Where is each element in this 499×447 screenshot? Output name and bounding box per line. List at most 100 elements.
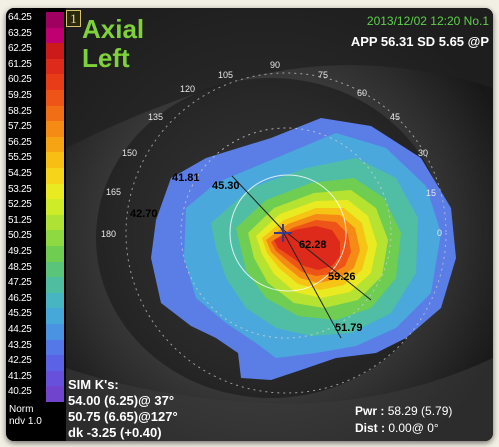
scale-row: 43.25 <box>6 339 66 356</box>
scale-value: 47.25 <box>8 277 32 289</box>
scale-swatch <box>46 386 64 402</box>
topography-panel: 64.25 63.25 62.25 61.25 60.25 59.25 58.25 57.25… <box>6 8 493 441</box>
norm-label: Norm <box>9 404 34 415</box>
scale-row: 46.25 <box>6 292 66 309</box>
scale-value: 50.25 <box>8 230 32 242</box>
scale-value: 43.25 <box>8 339 32 351</box>
map-number-badge[interactable]: 1 <box>66 10 81 27</box>
dist-value: 0.00@ 0° <box>388 421 439 435</box>
scale-row: 47.25 <box>6 277 66 293</box>
exam-datetime: 2013/12/02 12:20 No.1 <box>366 14 489 28</box>
scale-row: 50.25 <box>6 230 66 246</box>
scale-value: 46.25 <box>8 292 32 304</box>
scale-row: 64.25 <box>6 12 66 28</box>
scale-value: 61.25 <box>8 58 32 70</box>
scale-swatch <box>46 308 64 324</box>
scale-row: 49.25 <box>6 246 66 262</box>
scale-value: 52.25 <box>8 199 32 211</box>
scale-row: 62.25 <box>6 43 66 59</box>
axis-label-180: 180 <box>101 229 117 239</box>
scale-swatch <box>46 12 64 28</box>
scale-value: 51.25 <box>8 214 32 226</box>
scale-row: 55.25 <box>6 152 66 168</box>
zone-red <box>274 226 340 270</box>
scale-row: 56.25 <box>6 136 66 153</box>
scale-swatch <box>46 261 64 278</box>
k-axis-3 <box>280 227 342 339</box>
scale-value: 58.25 <box>8 105 32 117</box>
axis-label-150: 150 <box>122 148 138 158</box>
scale-swatch <box>46 74 64 90</box>
axis-label-90: 90 <box>270 60 281 70</box>
axis-label-30: 30 <box>418 148 429 158</box>
scale-swatch <box>46 339 64 356</box>
sim-k-title: SIM K's: <box>68 377 119 392</box>
scale-swatch <box>46 105 64 122</box>
scale-value: 49.25 <box>8 246 32 257</box>
map-value-4530: 45.30 <box>212 180 240 192</box>
dist-readout: Dist : 0.00@ 0° <box>355 421 439 435</box>
map-value-5926: 59.26 <box>328 271 356 283</box>
scale-row: 59.25 <box>6 90 66 106</box>
pwr-value: 58.29 (5.79) <box>387 404 453 418</box>
scale-row: 51.25 <box>6 214 66 231</box>
scale-value: 55.25 <box>8 152 32 164</box>
axis-label-165: 165 <box>106 187 122 197</box>
k-axis-2 <box>280 227 372 301</box>
scale-value: 42.25 <box>8 355 32 367</box>
scale-swatch <box>46 136 64 153</box>
color-scale: 64.25 63.25 62.25 61.25 60.25 59.25 58.25 57.25… <box>6 8 66 441</box>
axis-label-15: 15 <box>426 188 437 198</box>
scale-swatch <box>46 43 64 59</box>
map-value-4270: 42.70 <box>130 208 158 220</box>
scale-swatch <box>46 199 64 215</box>
guide-circle-inner <box>180 127 392 339</box>
map-value-4181: 41.81 <box>172 172 200 184</box>
axis-label-105: 105 <box>218 70 234 80</box>
scale-row: 45.25 <box>6 308 66 324</box>
scale-row: 54.25 <box>6 168 66 184</box>
scale-value: 57.25 <box>8 121 32 133</box>
pwr-readout: Pwr : 58.29 (5.79) <box>355 404 452 418</box>
scale-row: 57.25 <box>6 121 66 137</box>
scale-value: 56.25 <box>8 136 32 148</box>
scale-value: 41.25 <box>8 370 32 382</box>
scale-value: 48.25 <box>8 261 32 273</box>
axis-label-120: 120 <box>180 84 196 94</box>
axis-label-75: 75 <box>318 70 329 80</box>
scale-swatch <box>46 90 64 106</box>
pwr-label: Pwr : <box>355 404 385 418</box>
scale-row: 61.25 <box>6 58 66 75</box>
scale-swatch <box>46 246 64 262</box>
sim-k-2: 50.75 (6.65)@127° <box>68 409 178 424</box>
ndv-label: ndv 1.0 <box>9 416 42 427</box>
scale-swatch <box>46 214 64 231</box>
map-title-line2: Left <box>82 43 130 73</box>
axial-map[interactable] <box>66 8 493 441</box>
scale-row: 58.25 <box>6 105 66 122</box>
pupil-circle <box>229 174 347 292</box>
axis-label-0: 0 <box>437 228 443 238</box>
scale-swatch <box>46 277 64 293</box>
scale-value: 45.25 <box>8 308 32 320</box>
sim-k-1: 54.00 (6.25)@ 37° <box>68 393 175 408</box>
scale-value: 54.25 <box>8 168 32 179</box>
sim-k-dk: dk -3.25 (+0.40) <box>68 425 162 440</box>
app-sd-readout: APP 56.31 SD 5.65 @P <box>350 34 489 49</box>
dist-label: Dist : <box>355 421 385 435</box>
scale-row: 53.25 <box>6 183 66 200</box>
map-canvas <box>66 8 493 441</box>
scale-value: 59.25 <box>8 90 32 101</box>
map-value-6228: 62.28 <box>299 239 327 251</box>
scale-row: 63.25 <box>6 27 66 44</box>
scale-swatch <box>46 355 64 371</box>
scale-row: 41.25 <box>6 370 66 387</box>
map-title-line1: Axial <box>82 14 145 44</box>
scale-row: 52.25 <box>6 199 66 215</box>
scale-value: 60.25 <box>8 74 32 86</box>
scale-swatch <box>46 230 64 246</box>
scale-swatch <box>46 168 64 184</box>
scale-value: 63.25 <box>8 27 32 39</box>
scale-swatch <box>46 58 64 75</box>
